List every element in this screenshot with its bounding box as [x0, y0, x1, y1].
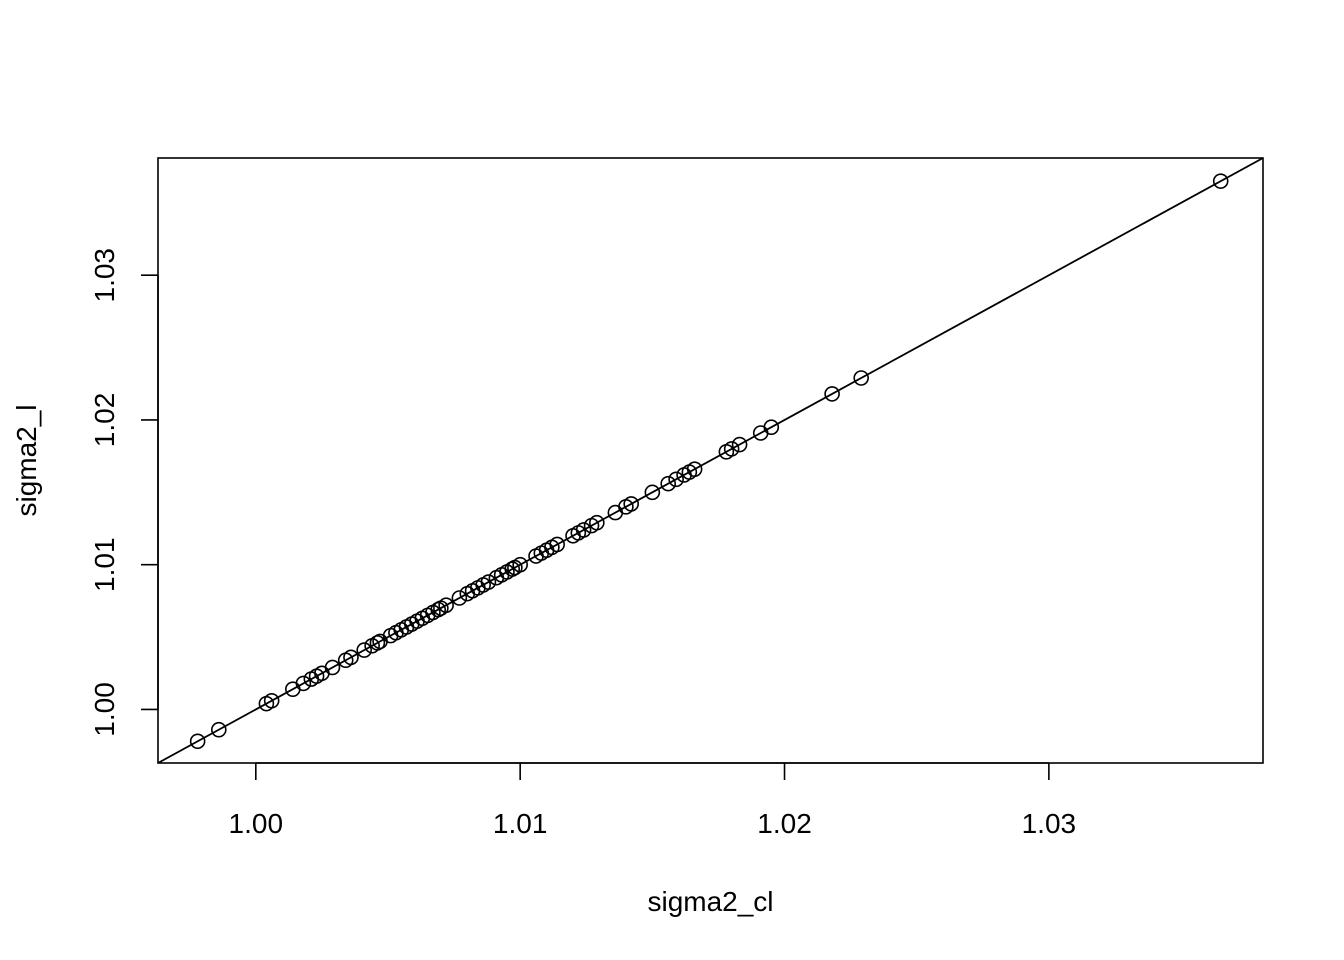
data-point — [660, 475, 677, 492]
x-axis-title: sigma2_cl — [647, 886, 773, 917]
data-point — [343, 649, 359, 666]
x-tick-label: 1.03 — [1022, 808, 1077, 839]
data-point — [512, 556, 528, 573]
y-tick-label: 1.02 — [89, 393, 120, 448]
data-point — [356, 642, 372, 658]
x-tick-label: 1.00 — [229, 808, 284, 839]
data-point — [668, 471, 684, 488]
y-tick-label: 1.03 — [89, 248, 120, 303]
x-tick-label: 1.01 — [493, 808, 548, 839]
data-point — [731, 436, 748, 453]
data-point — [263, 692, 280, 709]
identity-reference-line — [157, 157, 1264, 764]
y-axis: 1.00 1.01 1.02 1.03 — [89, 248, 159, 737]
data-point — [451, 590, 468, 606]
data-point — [438, 597, 454, 614]
x-axis: 1.00 1.01 1.02 1.03 — [229, 762, 1077, 839]
data-point — [480, 574, 497, 590]
data-point — [430, 601, 447, 618]
y-tick-label: 1.00 — [89, 682, 120, 737]
data-point — [295, 675, 312, 692]
data-point — [189, 733, 206, 750]
y-axis-title: sigma2_l — [11, 404, 42, 516]
data-point — [575, 522, 592, 538]
data-point — [723, 441, 740, 457]
data-point — [623, 496, 639, 512]
data-point — [504, 561, 521, 577]
points-layer — [189, 173, 1229, 750]
data-point — [324, 659, 341, 676]
data-point — [1212, 173, 1229, 189]
data-point — [549, 536, 565, 553]
reference-line-layer — [157, 157, 1264, 764]
data-point — [824, 386, 840, 402]
x-tick-label: 1.02 — [757, 808, 812, 839]
data-point — [763, 419, 780, 436]
data-point — [686, 461, 703, 477]
data-point — [644, 484, 661, 501]
data-point — [369, 635, 386, 651]
data-point — [211, 721, 227, 738]
data-point — [853, 370, 869, 386]
y-tick-label: 1.01 — [89, 537, 120, 592]
data-point — [589, 514, 605, 531]
